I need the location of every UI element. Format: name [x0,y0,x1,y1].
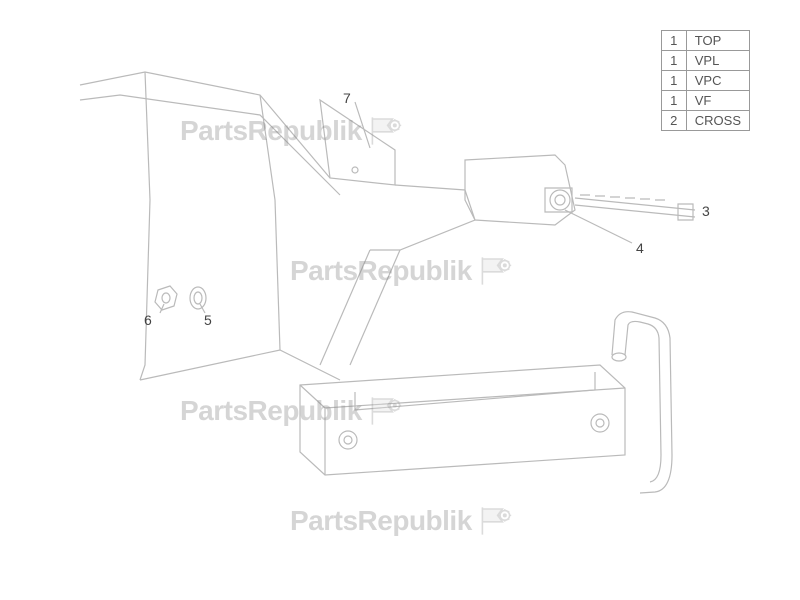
callout-4: 4 [636,240,644,256]
parts-diagram: 3 4 5 6 7 1 TOP 1 VPL 1 VPC 1 VF 2 CROSS… [0,0,800,600]
variant-row: 1 VPC [661,71,749,91]
variant-code: VPL [686,51,749,71]
callout-6: 6 [144,312,152,328]
variant-qty: 1 [661,71,686,91]
variant-code: TOP [686,31,749,51]
callout-3: 3 [702,203,710,219]
callout-7: 7 [343,90,351,106]
variant-row: 1 TOP [661,31,749,51]
variant-qty: 1 [661,51,686,71]
variant-qty: 1 [661,91,686,111]
variant-code: VPC [686,71,749,91]
variant-row: 2 CROSS [661,111,749,131]
variant-row: 1 VF [661,91,749,111]
variant-code: CROSS [686,111,749,131]
variant-qty: 2 [661,111,686,131]
variant-row: 1 VPL [661,51,749,71]
callout-5: 5 [204,312,212,328]
variant-table: 1 TOP 1 VPL 1 VPC 1 VF 2 CROSS [661,30,750,131]
variant-qty: 1 [661,31,686,51]
variant-code: VF [686,91,749,111]
